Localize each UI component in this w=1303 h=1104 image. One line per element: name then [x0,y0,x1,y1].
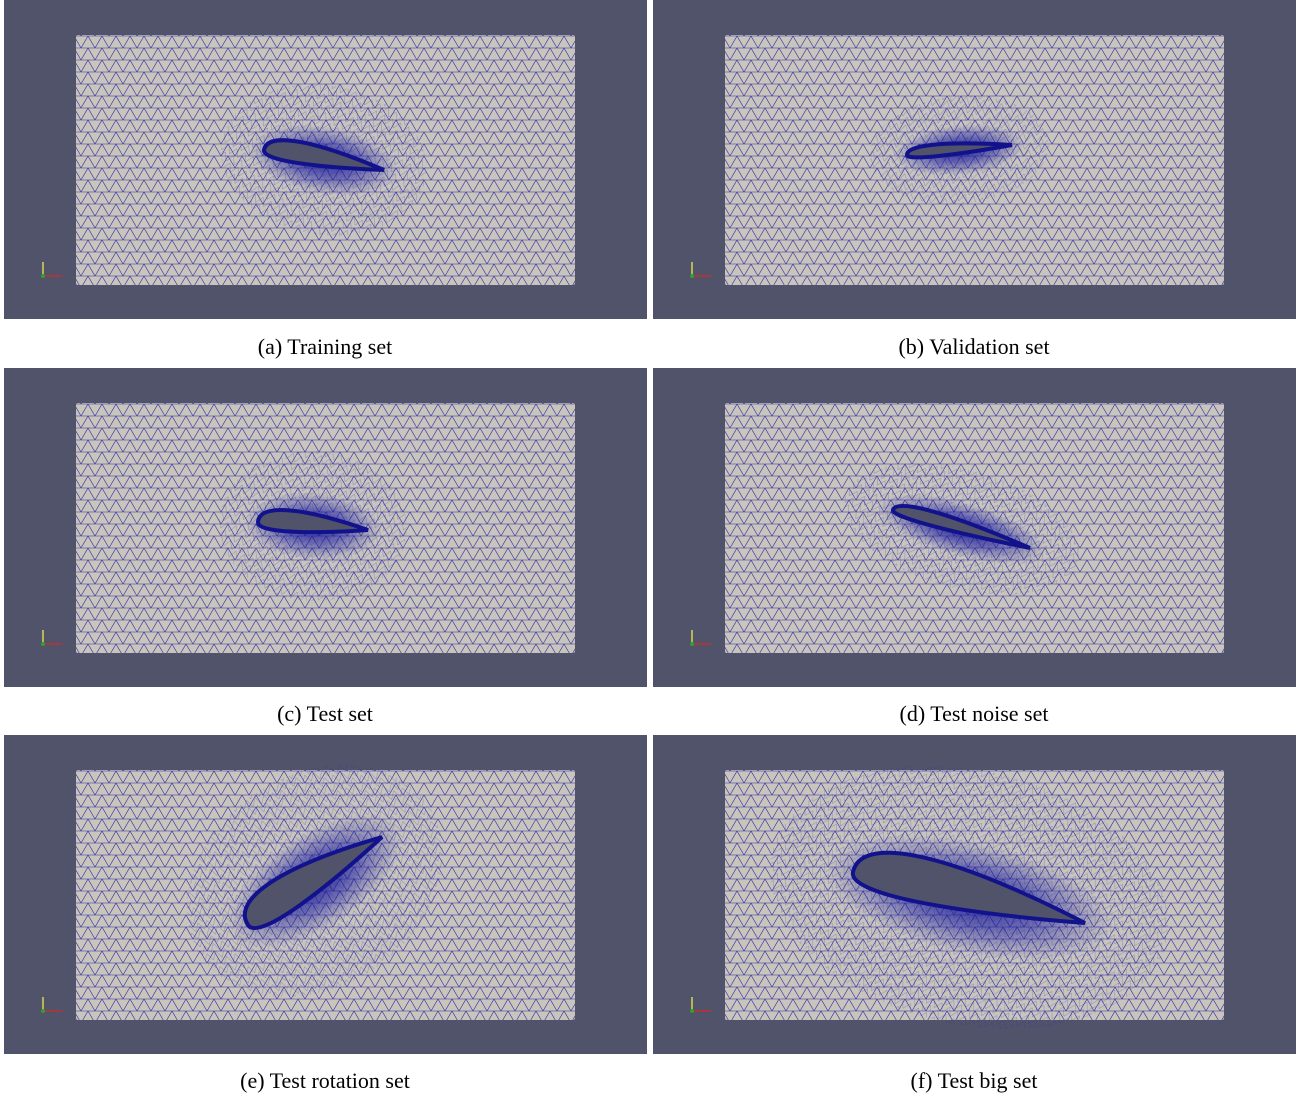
caption: (e) Test rotation set [240,1068,410,1093]
caption: (a) Training set [258,334,392,359]
panel [4,0,647,319]
panel [4,718,647,1054]
axis-origin [41,274,45,278]
panel [653,730,1296,1064]
caption: (b) Validation set [898,334,1049,359]
axis-origin [690,1009,694,1013]
axis-origin [41,1009,45,1013]
axis-origin [41,642,45,646]
caption: (c) Test set [277,701,373,726]
axis-origin [690,642,694,646]
figure: (a) Training set (b) Validation set (c) Te… [0,0,1303,1104]
caption: (f) Test big set [911,1068,1038,1093]
axis-origin [690,274,694,278]
panel [653,0,1296,319]
panel [653,368,1296,687]
panel [4,368,647,687]
caption: (d) Test noise set [900,701,1049,726]
